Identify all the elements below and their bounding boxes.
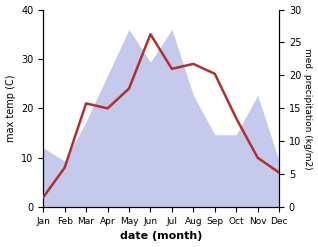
X-axis label: date (month): date (month): [120, 231, 202, 242]
Y-axis label: med. precipitation (kg/m2): med. precipitation (kg/m2): [303, 48, 313, 169]
Y-axis label: max temp (C): max temp (C): [5, 75, 16, 142]
